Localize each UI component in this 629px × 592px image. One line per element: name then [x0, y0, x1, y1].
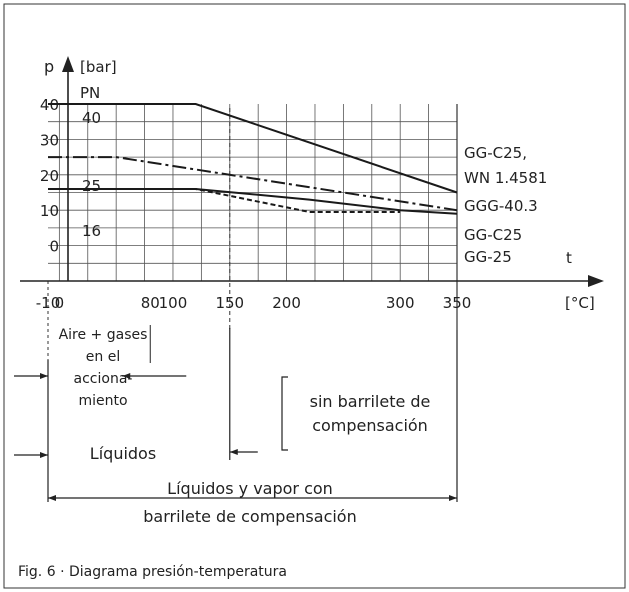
x-tick-label: 350 [443, 294, 472, 312]
figure-caption: Fig. 6 · Diagrama presión-temperatura [18, 564, 287, 580]
x-tick-label: 300 [386, 294, 415, 312]
pn-value-label: 25 [82, 177, 101, 195]
series-line [48, 187, 401, 213]
range-arrowhead [48, 495, 56, 501]
range-label: sin barrilete de [310, 392, 431, 411]
y-tick-label: 20 [40, 167, 59, 185]
series-line [48, 156, 458, 212]
range-arrowhead [449, 495, 457, 501]
range-arrowhead [122, 373, 131, 379]
range-label: compensación [312, 416, 428, 435]
series-label: GGG-40.3 [464, 197, 538, 215]
range-label: barrilete de compensación [143, 507, 356, 526]
range-label: en el [86, 349, 120, 365]
series-label: GG-25 [464, 248, 512, 266]
y-tick-label: 0 [49, 238, 59, 256]
y-axis-label: p [44, 57, 54, 76]
series-label: GG-C25 [464, 226, 522, 244]
x-tick-label: 150 [215, 294, 244, 312]
y-unit-label: [bar] [80, 58, 117, 76]
range-label: Líquidos y vapor con [167, 479, 333, 498]
range-label: miento [78, 393, 127, 409]
range-arrowhead [40, 373, 48, 379]
range-arrowhead [40, 452, 48, 458]
y-axis-arrow [62, 56, 74, 72]
y-tick-label: 30 [40, 131, 59, 149]
figure-frame [3, 3, 626, 589]
x-axis-label: t [566, 249, 572, 267]
range-label: Líquidos [90, 444, 156, 463]
range-arrowhead [229, 449, 238, 455]
series-group: GG-C25, WN 1.4581 GGG-40.3 GG-C25 GG-25 [48, 103, 547, 266]
x-tick-label: 100 [159, 294, 188, 312]
y-tick-label: 10 [40, 202, 59, 220]
range-annotations: Aire + gases en el acciona-miento Líquidos s… [14, 325, 458, 526]
x-tick-label: 200 [272, 294, 301, 312]
x-unit-label: [°C] [565, 294, 595, 312]
x-tick-label: 0 [55, 294, 65, 312]
series-label: GG-C25, [464, 144, 527, 162]
range-label: Aire + gases [59, 327, 148, 343]
series-line [48, 103, 458, 194]
pn-value-label: 16 [82, 222, 101, 240]
series-label: WN 1.4581 [464, 169, 547, 187]
pn-value-label: 40 [82, 109, 101, 127]
range-bracket [281, 376, 288, 451]
grid [47, 104, 458, 360]
range-label: acciona- [74, 371, 133, 387]
x-axis-arrow [588, 275, 604, 287]
pn-label: PN [80, 84, 100, 102]
x-tick-label: 80 [141, 294, 160, 312]
x-tick-label: -10 [36, 294, 61, 312]
